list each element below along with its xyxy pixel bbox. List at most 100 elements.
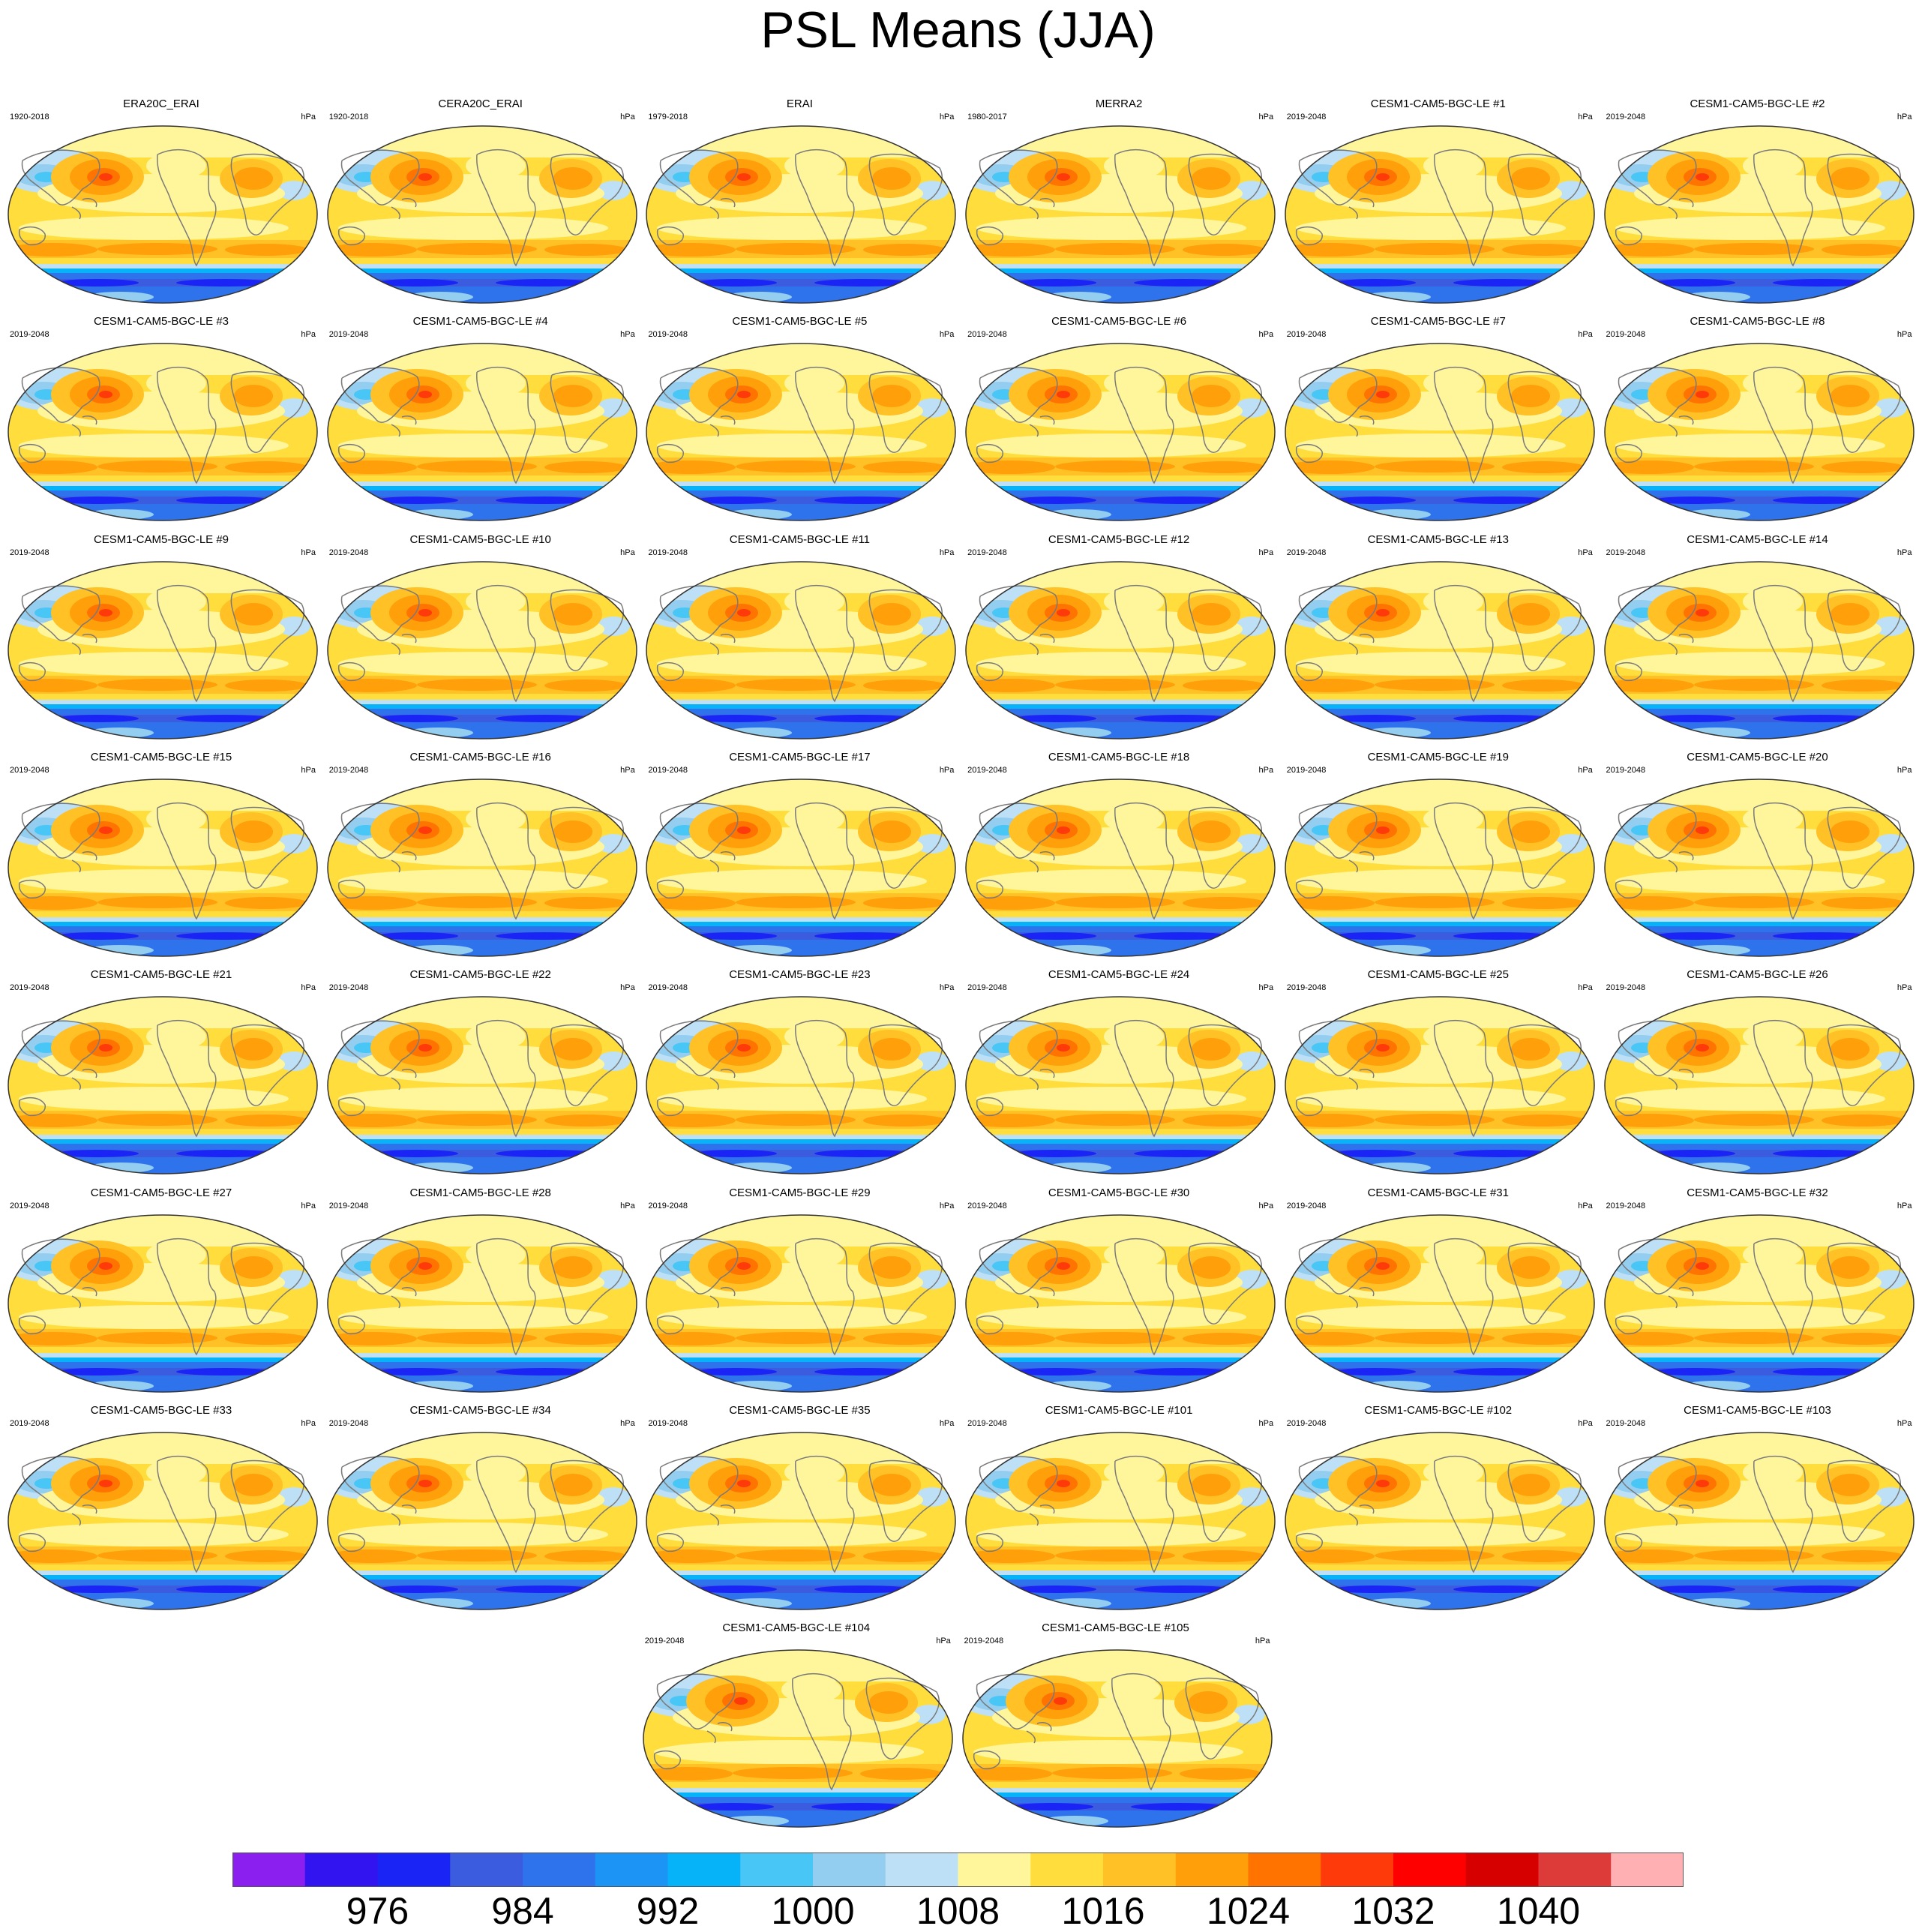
panel-period: 2019-2048 xyxy=(328,330,369,340)
panel-period: 1920-2018 xyxy=(328,112,369,122)
panel-title: CESM1-CAM5-BGC-LE #31 xyxy=(1367,1186,1509,1199)
panel-period: 2019-2048 xyxy=(964,1636,1004,1646)
panel-units: hPa xyxy=(1897,548,1912,557)
panel-units: hPa xyxy=(1897,112,1912,122)
world-map xyxy=(646,560,956,740)
map-panel: CESM1-CAM5-BGC-LE #5 2019-2048 hPa xyxy=(642,315,957,521)
panel-title: CESM1-CAM5-BGC-LE #13 xyxy=(1367,532,1509,546)
world-map xyxy=(1604,560,1915,740)
world-map xyxy=(327,342,637,522)
panel-period: 2019-2048 xyxy=(10,983,49,993)
figure-title: PSL Means (JJA) xyxy=(760,2,1156,58)
world-map xyxy=(1285,124,1595,304)
panel-period: 1980-2017 xyxy=(967,112,1007,122)
map-panel: CESM1-CAM5-BGC-LE #24 2019-2048 hPa xyxy=(961,968,1276,1174)
world-map xyxy=(1604,124,1915,304)
panel-period: 2019-2048 xyxy=(648,330,688,340)
colorbar-swatch xyxy=(232,1852,306,1887)
panel-units: hPa xyxy=(939,1418,955,1428)
panel-title: CESM1-CAM5-BGC-LE #12 xyxy=(1048,532,1190,546)
world-map xyxy=(646,778,956,958)
panel-period: 2019-2048 xyxy=(648,1418,688,1428)
panel-units: hPa xyxy=(1578,1418,1593,1428)
world-map xyxy=(643,1648,953,1828)
map-panel: CESM1-CAM5-BGC-LE #17 2019-2048 hPa xyxy=(642,751,957,957)
panel-units: hPa xyxy=(939,112,955,122)
panel-units: hPa xyxy=(1897,765,1912,775)
panel-units: hPa xyxy=(301,983,316,993)
world-map xyxy=(327,778,637,958)
panel-units: hPa xyxy=(620,1201,635,1210)
panel-period: 2019-2048 xyxy=(1606,548,1646,557)
world-map xyxy=(7,124,318,304)
colorbar-swatch xyxy=(1103,1852,1177,1887)
map-panel: CESM1-CAM5-BGC-LE #31 2019-2048 hPa xyxy=(1281,1186,1596,1393)
map-panel: CESM1-CAM5-BGC-LE #12 2019-2048 hPa xyxy=(961,533,1276,740)
map-panel: CESM1-CAM5-BGC-LE #1 2019-2048 hPa xyxy=(1281,98,1596,304)
panel-title: CESM1-CAM5-BGC-LE #21 xyxy=(90,968,232,982)
panel-units: hPa xyxy=(1578,1201,1593,1210)
panel-period: 2019-2048 xyxy=(1286,548,1327,557)
panel-units: hPa xyxy=(1897,330,1912,340)
panel-units: hPa xyxy=(1578,548,1593,557)
panel-units: hPa xyxy=(939,983,955,993)
colorbar-swatch xyxy=(740,1852,814,1887)
panel-title: CESM1-CAM5-BGC-LE #23 xyxy=(729,968,871,982)
map-panel: CESM1-CAM5-BGC-LE #7 2019-2048 hPa xyxy=(1281,315,1596,521)
panel-units: hPa xyxy=(1258,765,1274,775)
map-panel: CESM1-CAM5-BGC-LE #19 2019-2048 hPa xyxy=(1281,751,1596,957)
colorbar-swatch xyxy=(813,1852,886,1887)
panel-period: 2019-2048 xyxy=(648,1201,688,1210)
map-panel: CESM1-CAM5-BGC-LE #25 2019-2048 hPa xyxy=(1281,968,1596,1174)
panel-title: CESM1-CAM5-BGC-LE #5 xyxy=(732,315,868,328)
panel-period: 2019-2048 xyxy=(644,1636,685,1646)
panel-title: CESM1-CAM5-BGC-LE #6 xyxy=(1051,315,1187,328)
colorbar-swatch xyxy=(595,1852,668,1887)
panel-units: hPa xyxy=(620,983,635,993)
panel-period: 2019-2048 xyxy=(1606,765,1646,775)
panel-period: 2019-2048 xyxy=(10,1201,49,1210)
panel-title: CESM1-CAM5-BGC-LE #29 xyxy=(729,1186,871,1199)
panel-units: hPa xyxy=(1258,112,1274,122)
panel-title: CESM1-CAM5-BGC-LE #18 xyxy=(1048,750,1190,764)
panel-title: CESM1-CAM5-BGC-LE #105 xyxy=(1042,1622,1189,1635)
panel-units: hPa xyxy=(1897,1201,1912,1210)
panel-title: CESM1-CAM5-BGC-LE #3 xyxy=(93,315,229,328)
map-panel: CESM1-CAM5-BGC-LE #101 2019-2048 hPa xyxy=(961,1404,1276,1610)
panel-title: CESM1-CAM5-BGC-LE #7 xyxy=(1370,315,1506,328)
panel-units: hPa xyxy=(1897,983,1912,993)
panel-title: CESM1-CAM5-BGC-LE #32 xyxy=(1687,1186,1828,1199)
world-map xyxy=(965,342,1276,522)
map-panel: CESM1-CAM5-BGC-LE #8 2019-2048 hPa xyxy=(1600,315,1915,521)
colorbar-swatch xyxy=(1538,1852,1612,1887)
map-panel: CESM1-CAM5-BGC-LE #27 2019-2048 hPa xyxy=(4,1186,319,1393)
panel-period: 2019-2048 xyxy=(967,1201,1007,1210)
panel-title: CESM1-CAM5-BGC-LE #101 xyxy=(1045,1403,1193,1417)
panel-period: 2019-2048 xyxy=(648,548,688,557)
world-map xyxy=(7,1431,318,1611)
panel-period: 2019-2048 xyxy=(328,1418,369,1428)
map-panel: CESM1-CAM5-BGC-LE #10 2019-2048 hPa xyxy=(323,533,638,740)
panel-period: 2019-2048 xyxy=(967,330,1007,340)
world-map xyxy=(646,1214,956,1394)
world-map xyxy=(965,124,1276,304)
colorbar-tick-label: 1008 xyxy=(916,1890,1000,1932)
map-panel: MERRA2 1980-2017 hPa xyxy=(961,98,1276,304)
colorbar-swatch xyxy=(523,1852,596,1887)
panel-period: 2019-2048 xyxy=(1286,330,1327,340)
map-panel: CESM1-CAM5-BGC-LE #13 2019-2048 hPa xyxy=(1281,533,1596,740)
world-map xyxy=(7,1214,318,1394)
map-panel: CESM1-CAM5-BGC-LE #26 2019-2048 hPa xyxy=(1600,968,1915,1174)
panel-period: 2019-2048 xyxy=(1286,765,1327,775)
panel-units: hPa xyxy=(1258,1201,1274,1210)
map-panel: CESM1-CAM5-BGC-LE #30 2019-2048 hPa xyxy=(961,1186,1276,1393)
panel-period: 2019-2048 xyxy=(1286,983,1327,993)
colorbar-swatch xyxy=(304,1852,378,1887)
colorbar-swatch xyxy=(1175,1852,1249,1887)
panel-title: CESM1-CAM5-BGC-LE #15 xyxy=(90,750,232,764)
map-panel: CESM1-CAM5-BGC-LE #16 2019-2048 hPa xyxy=(323,751,638,957)
panel-title: CESM1-CAM5-BGC-LE #17 xyxy=(729,750,871,764)
panel-period: 2019-2048 xyxy=(648,765,688,775)
panel-units: hPa xyxy=(301,765,316,775)
panel-period: 2019-2048 xyxy=(1286,1418,1327,1428)
